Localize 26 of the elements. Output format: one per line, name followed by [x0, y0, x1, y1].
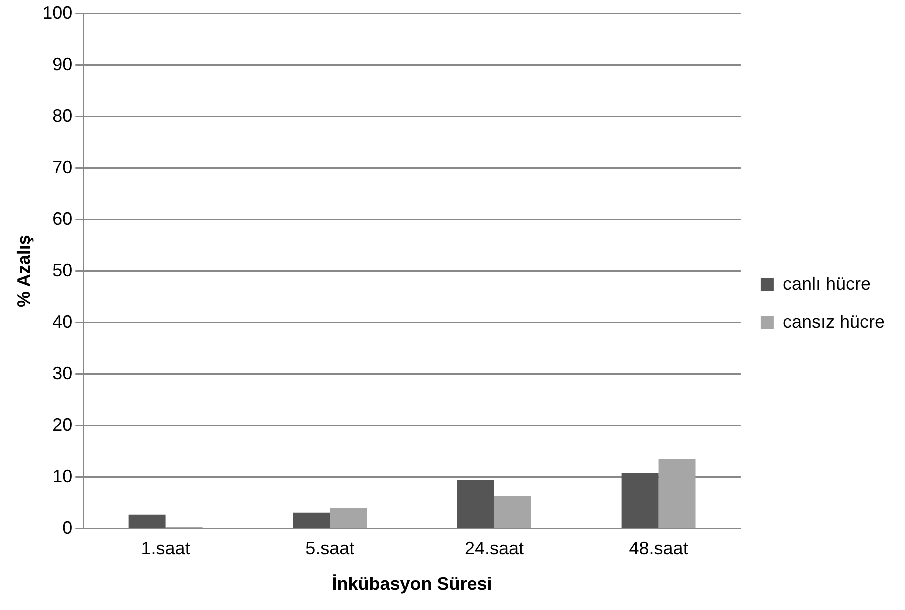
x-tick-label: 48.saat	[629, 538, 688, 559]
x-axis-title: İnkübasyon Süresi	[332, 574, 492, 594]
y-axis-title: % Azalış	[14, 235, 34, 308]
bar	[622, 473, 659, 528]
y-tick-label: 20	[52, 414, 73, 435]
y-tick-label: 100	[42, 2, 73, 23]
y-tick-label: 30	[52, 363, 73, 384]
bar	[330, 508, 368, 528]
x-tick-label: 24.saat	[464, 538, 524, 559]
bar	[457, 480, 494, 528]
bar	[128, 514, 166, 528]
x-tick-label: 5.saat	[306, 538, 355, 559]
y-tick-label: 40	[52, 312, 73, 332]
y-tick-label: 80	[52, 106, 73, 126]
legend-label: canlı hücre	[782, 274, 872, 294]
y-tick-label: 10	[52, 466, 73, 486]
bar	[293, 512, 330, 528]
y-tick-label: 50	[52, 260, 73, 280]
y-tick-label: 70	[52, 157, 73, 178]
bar	[494, 496, 532, 528]
y-tick-label: 90	[52, 54, 73, 74]
y-tick-label: 0	[62, 518, 73, 538]
legend-label: cansız hücre	[782, 312, 886, 332]
y-tick-label: 60	[52, 208, 73, 229]
x-tick-label: 1.saat	[141, 538, 190, 559]
bar	[658, 459, 696, 528]
